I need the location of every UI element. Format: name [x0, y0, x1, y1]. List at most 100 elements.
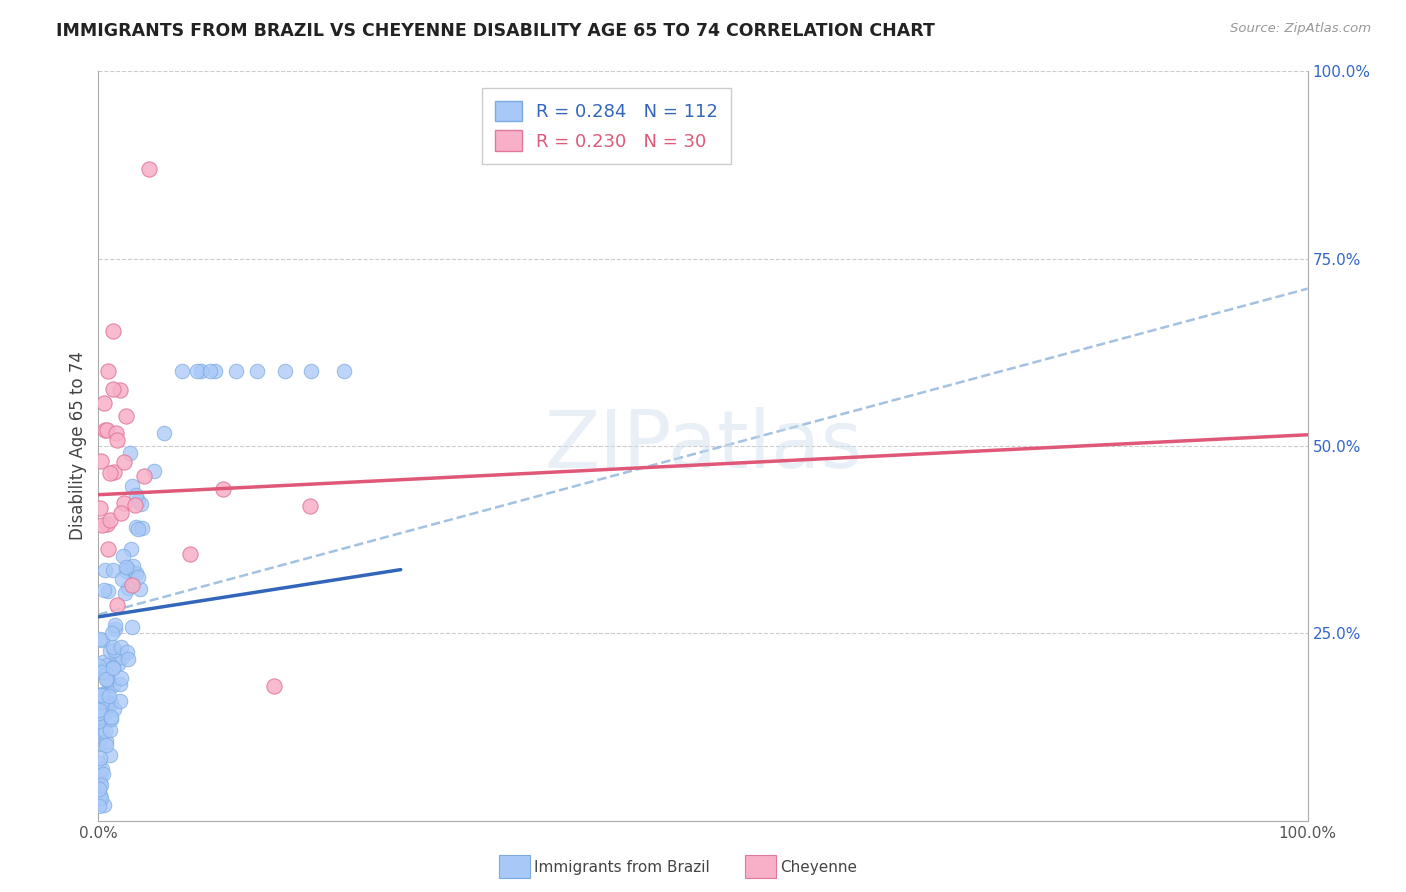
Point — [89, 768, 111, 782]
Point — [98, 689, 121, 703]
Point — [89, 710, 111, 724]
Point — [89, 798, 111, 813]
Point — [101, 325, 124, 339]
Point — [111, 572, 134, 586]
Point — [87, 714, 110, 728]
Point — [104, 618, 127, 632]
Point — [204, 364, 226, 378]
Point — [100, 466, 122, 480]
Point — [96, 705, 118, 719]
Point — [127, 570, 149, 584]
Point — [87, 704, 110, 718]
Point — [94, 672, 117, 686]
Point — [97, 673, 120, 688]
Point — [98, 748, 121, 763]
Point — [115, 560, 138, 574]
Point — [112, 496, 135, 510]
Point — [115, 560, 138, 574]
Point — [91, 688, 114, 702]
Point — [117, 651, 139, 665]
Point — [87, 756, 110, 771]
Point — [100, 513, 122, 527]
Point — [91, 655, 114, 669]
Point — [96, 423, 118, 437]
Text: IMMIGRANTS FROM BRAZIL VS CHEYENNE DISABILITY AGE 65 TO 74 CORRELATION CHART: IMMIGRANTS FROM BRAZIL VS CHEYENNE DISAB… — [56, 22, 935, 40]
Point — [94, 733, 117, 747]
Point — [101, 678, 124, 692]
Point — [100, 710, 122, 724]
Point — [89, 775, 111, 789]
Point — [118, 446, 141, 460]
Point — [121, 565, 143, 579]
Point — [93, 395, 115, 409]
Point — [87, 659, 110, 673]
Point — [127, 494, 149, 508]
Point — [90, 454, 112, 468]
Point — [90, 518, 112, 533]
Point — [87, 781, 110, 796]
Point — [170, 364, 193, 378]
Point — [101, 661, 124, 675]
Point — [117, 582, 139, 596]
Point — [98, 723, 121, 737]
Point — [105, 426, 128, 441]
Point — [110, 640, 132, 654]
Point — [94, 738, 117, 752]
Point — [114, 585, 136, 599]
Point — [112, 549, 135, 563]
Point — [107, 657, 129, 671]
Text: ZIPatlas: ZIPatlas — [544, 407, 862, 485]
Point — [108, 694, 131, 708]
Text: Source: ZipAtlas.com: Source: ZipAtlas.com — [1230, 22, 1371, 36]
Y-axis label: Disability Age 65 to 74: Disability Age 65 to 74 — [69, 351, 87, 541]
Point — [131, 521, 153, 535]
Point — [121, 578, 143, 592]
Point — [198, 364, 221, 378]
Point — [121, 479, 143, 493]
Point — [90, 687, 112, 701]
Point — [225, 364, 247, 378]
Point — [90, 724, 112, 739]
Point — [97, 364, 120, 378]
Point — [90, 703, 112, 717]
Text: Immigrants from Brazil: Immigrants from Brazil — [534, 860, 710, 874]
Point — [105, 599, 128, 613]
Point — [91, 766, 114, 780]
Point — [98, 644, 121, 658]
Point — [89, 706, 111, 721]
Point — [100, 712, 122, 726]
Point — [94, 563, 117, 577]
Legend: R = 0.284   N = 112, R = 0.230   N = 30: R = 0.284 N = 112, R = 0.230 N = 30 — [482, 88, 731, 164]
Point — [142, 463, 165, 477]
Point — [93, 583, 115, 598]
Point — [91, 665, 114, 679]
Point — [108, 383, 131, 397]
Point — [108, 676, 131, 690]
Point — [127, 522, 149, 536]
Point — [89, 791, 111, 805]
Point — [94, 423, 117, 437]
Point — [97, 541, 120, 556]
Point — [90, 694, 112, 708]
Point — [124, 498, 146, 512]
Point — [90, 688, 112, 702]
Point — [111, 650, 134, 665]
Point — [115, 645, 138, 659]
Point — [274, 364, 297, 378]
Point — [90, 791, 112, 805]
Point — [96, 685, 118, 699]
Point — [101, 625, 124, 640]
Point — [112, 455, 135, 469]
Point — [96, 517, 118, 532]
Point — [246, 364, 269, 378]
Point — [89, 703, 111, 717]
Point — [179, 547, 201, 561]
Point — [90, 725, 112, 739]
Point — [93, 797, 115, 812]
Point — [129, 582, 152, 596]
Point — [91, 762, 114, 776]
Point — [115, 409, 138, 423]
Point — [263, 679, 285, 693]
Point — [104, 648, 127, 663]
Point — [94, 667, 117, 681]
